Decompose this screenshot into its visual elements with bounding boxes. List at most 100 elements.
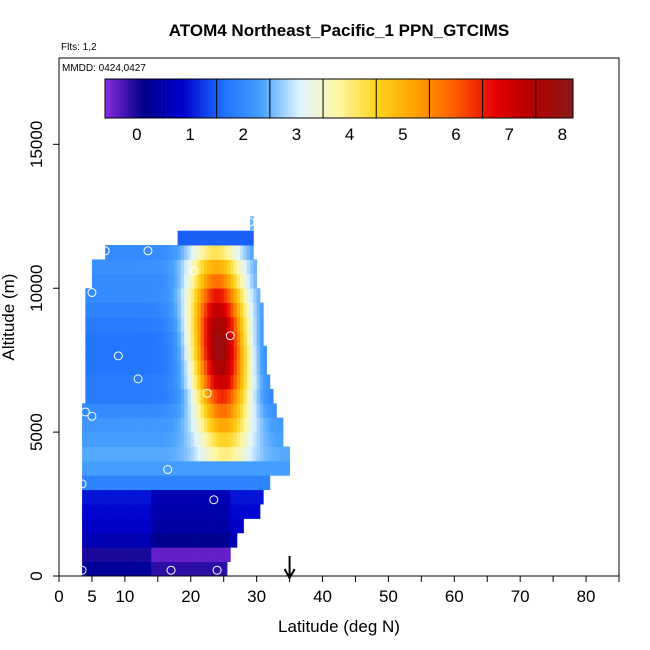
heatmap-cell [217, 230, 221, 246]
colorbar-tick-label: 0 [132, 125, 141, 144]
heatmap-cell [157, 561, 162, 577]
heatmap-cell [184, 317, 188, 332]
colorbar-swatch [561, 79, 565, 118]
heatmap-cell [243, 317, 248, 332]
heatmap-cell [217, 561, 221, 577]
heatmap-cell [138, 374, 142, 390]
heatmap-cell [266, 374, 271, 390]
heatmap-cell [283, 446, 287, 462]
colorbar-swatch [142, 79, 146, 118]
heatmap-cell [273, 417, 277, 433]
heatmap-cell [154, 504, 159, 519]
heatmap-cell [230, 388, 234, 404]
heatmap-cell [230, 475, 234, 491]
heatmap-cell [167, 475, 172, 491]
heatmap-cell [243, 504, 248, 519]
x-tick-label: 30 [247, 587, 266, 606]
heatmap-cell [240, 489, 244, 505]
heatmap-cell [240, 245, 244, 260]
heatmap-cell [115, 561, 119, 577]
heatmap-cell [223, 317, 228, 332]
heatmap-cell [190, 317, 195, 332]
heatmap-cell [154, 432, 159, 447]
heatmap-cell [134, 504, 139, 519]
heatmap-cell [200, 374, 205, 390]
heatmap-cell [167, 532, 172, 548]
heatmap-cell [213, 288, 218, 304]
heatmap-cell [230, 532, 234, 548]
colorbar-swatch [193, 79, 197, 118]
heatmap-cell [184, 302, 188, 318]
heatmap-cell [121, 245, 126, 260]
x-tick-label: 60 [445, 587, 464, 606]
heatmap-cell [203, 273, 208, 289]
heatmap-cell [246, 273, 251, 289]
heatmap-cell [111, 475, 116, 491]
heatmap-cell [233, 345, 238, 361]
heatmap-cell [108, 547, 113, 563]
heatmap-cell [82, 489, 86, 505]
heatmap-cell [111, 317, 116, 332]
heatmap-cell [236, 446, 241, 462]
heatmap-cell [190, 561, 195, 577]
heatmap-cell [151, 273, 155, 289]
heatmap-cell [115, 403, 119, 419]
heatmap-cell [105, 518, 109, 534]
heatmap-cell [174, 288, 178, 304]
heatmap-cell [236, 489, 241, 505]
heatmap-cell [171, 288, 175, 304]
heatmap-cell [246, 460, 251, 476]
heatmap-cell [203, 518, 208, 534]
heatmap-cell [115, 288, 119, 304]
heatmap-cell [105, 345, 109, 361]
heatmap-cell [180, 417, 185, 433]
colorbar-swatch [266, 79, 270, 118]
heatmap-cell [151, 518, 155, 534]
dates-label: MMDD: 0424,0427 [62, 63, 146, 74]
colorbar-swatch [519, 79, 523, 118]
colorbar-swatch [446, 79, 450, 118]
colorbar-swatch [528, 79, 532, 118]
heatmap-cell [91, 302, 96, 318]
heatmap-cell [240, 345, 244, 361]
heatmap-cell [240, 432, 244, 447]
heatmap-cell [154, 345, 159, 361]
heatmap-cell [217, 446, 221, 462]
heatmap-cell [111, 259, 116, 275]
colorbar-swatch [530, 79, 534, 118]
colorbar-swatch [544, 79, 548, 118]
heatmap-cell [167, 403, 172, 419]
heatmap-cell [243, 432, 248, 447]
heatmap-cell [144, 360, 149, 375]
heatmap-cell [147, 388, 152, 404]
heatmap-cell [144, 302, 149, 318]
heatmap-cell [256, 345, 261, 361]
heatmap-cell [105, 302, 109, 318]
colorbar-tick-label: 8 [558, 125, 567, 144]
heatmap-cell [236, 245, 241, 260]
heatmap-cell [230, 460, 234, 476]
heatmap-cell [108, 446, 113, 462]
heatmap-cell [207, 446, 211, 462]
heatmap-cell [115, 360, 119, 375]
heatmap-cell [210, 345, 215, 361]
heatmap-cell [233, 302, 238, 318]
heatmap-cell [88, 317, 93, 332]
heatmap-cell [266, 417, 271, 433]
colorbar-swatch [350, 79, 354, 118]
sample-point [77, 565, 87, 575]
heatmap-cell [134, 547, 139, 563]
heatmap-cell [174, 317, 178, 332]
heatmap-cell [250, 317, 254, 332]
heatmap-cell [217, 417, 221, 433]
heatmap-cell [124, 489, 129, 505]
heatmap-cell [236, 317, 241, 332]
heatmap-cell [101, 475, 106, 491]
colorbar-swatch [308, 79, 312, 118]
heatmap-cell [128, 273, 132, 289]
heatmap-cell [91, 518, 96, 534]
sample-point [77, 479, 87, 489]
heatmap-cell [147, 317, 152, 332]
heatmap-cell [118, 259, 122, 275]
heatmap-cell [138, 360, 142, 375]
